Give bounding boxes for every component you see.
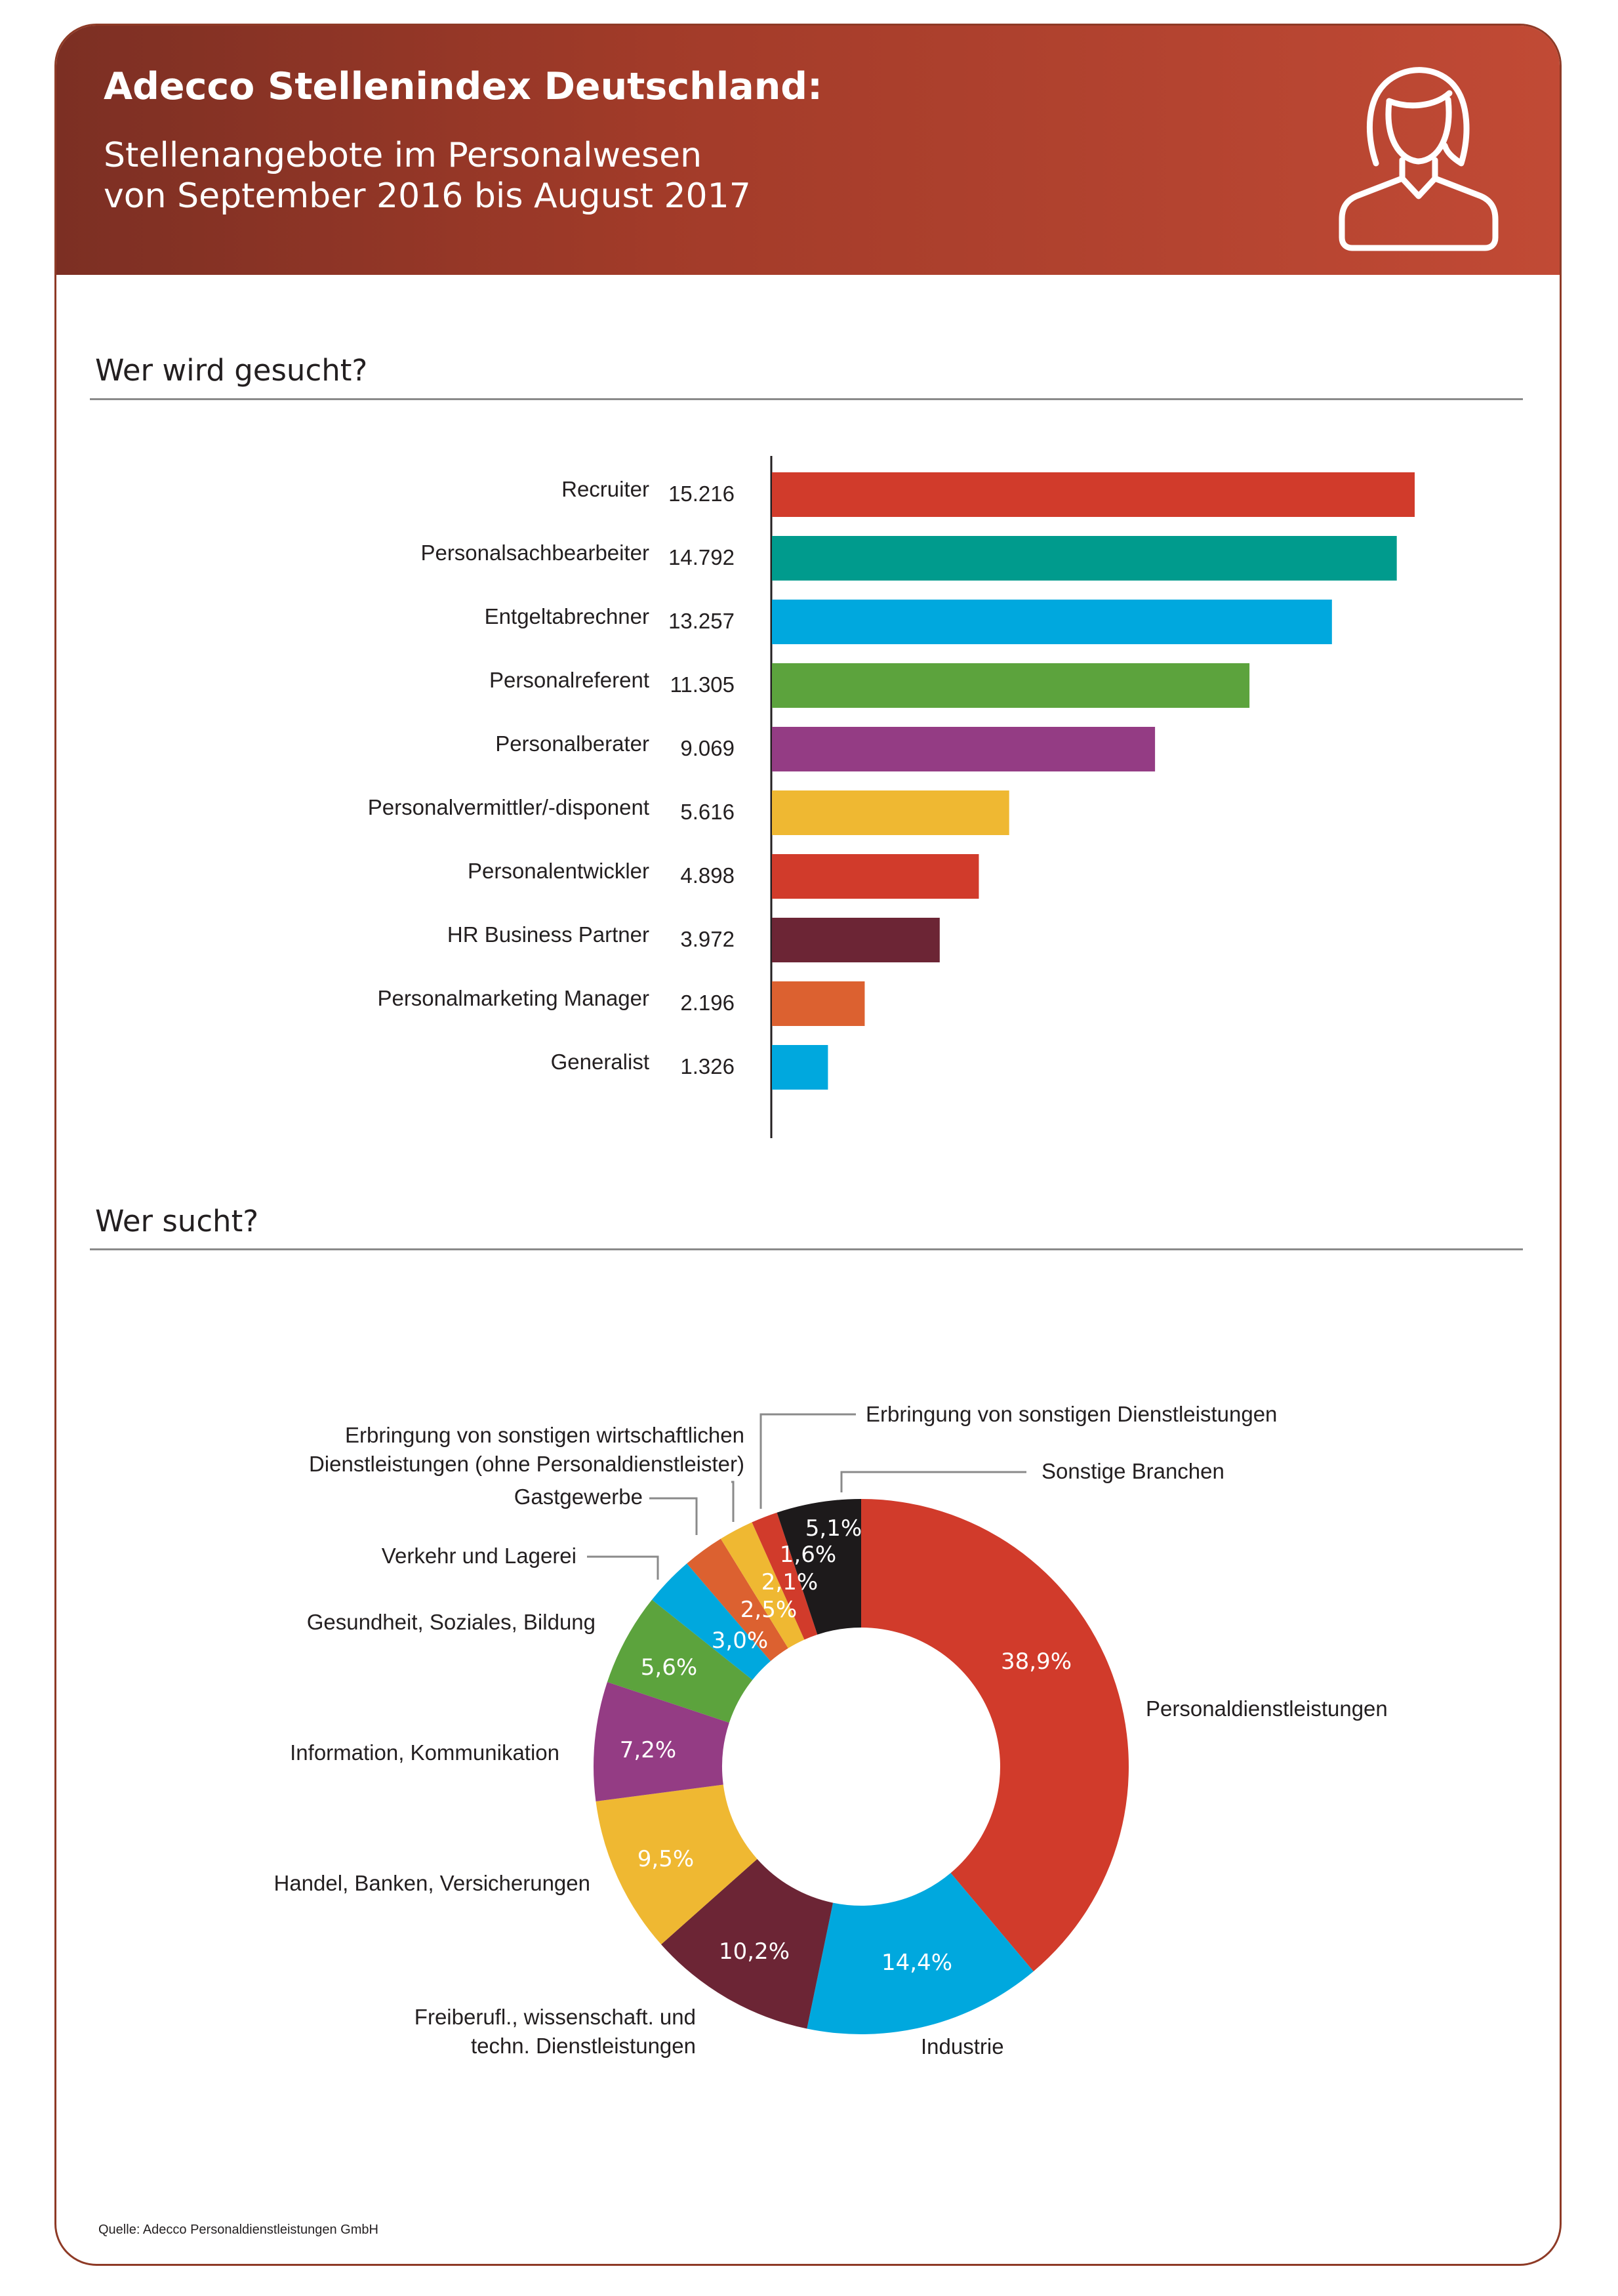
bar-1 bbox=[772, 536, 1397, 581]
bar-value-label: 1.326 bbox=[680, 1054, 735, 1078]
bar-category-label: Personalmarketing Manager bbox=[377, 986, 649, 1010]
donut-leader-line bbox=[759, 1413, 856, 1509]
donut-category-label: Gastgewerbe bbox=[514, 1485, 643, 1509]
bar-category-label: HR Business Partner bbox=[447, 922, 649, 947]
donut-value-label: 5,6% bbox=[641, 1654, 697, 1681]
donut-category-label: Erbringung von sonstigen wirtschaftliche… bbox=[309, 1423, 744, 1476]
bar-category-label: Recruiter bbox=[561, 477, 649, 501]
donut-value-label: 5,1% bbox=[805, 1515, 862, 1542]
bar-5 bbox=[772, 790, 1009, 835]
donut-slice-10 bbox=[777, 1499, 861, 1635]
donut-category-label: Gesundheit, Soziales, Bildung bbox=[307, 1610, 596, 1634]
bar-value-label: 5.616 bbox=[680, 800, 735, 824]
donut-slice-4 bbox=[594, 1682, 729, 1801]
donut-value-label: 10,2% bbox=[719, 1938, 790, 1965]
donut-category-label: Industrie bbox=[921, 2034, 1004, 2059]
page-subtitle-line-1: Stellenangebote im Personalwesen bbox=[104, 136, 702, 175]
bar-2 bbox=[772, 600, 1332, 644]
donut-slice-1 bbox=[807, 1873, 1034, 2035]
bar-section-divider bbox=[90, 398, 1523, 400]
donut-category-label: Handel, Banken, Versicherungen bbox=[274, 1871, 591, 1895]
donut-value-label: 2,5% bbox=[740, 1597, 797, 1623]
bar-0 bbox=[772, 472, 1415, 517]
bar-value-label: 3.972 bbox=[680, 927, 735, 951]
donut-category-label: Sonstige Branchen bbox=[1042, 1459, 1224, 1483]
bar-3 bbox=[772, 663, 1250, 708]
donut-slice-2 bbox=[661, 1858, 834, 2029]
bar-category-label: Personalreferent bbox=[489, 668, 649, 692]
bar-category-label: Personalberater bbox=[495, 731, 649, 756]
source-note: Quelle: Adecco Personaldienstleistungen … bbox=[98, 2223, 378, 2237]
bar-category-label: Generalist bbox=[551, 1050, 649, 1074]
person-icon bbox=[1339, 67, 1499, 251]
header-banner: Adecco Stellenindex Deutschland: Stellen… bbox=[56, 26, 1560, 275]
bar-9 bbox=[772, 1045, 828, 1090]
bar-category-label: Personalentwickler bbox=[468, 859, 649, 883]
donut-slice-6 bbox=[652, 1563, 771, 1680]
donut-value-label: 2,1% bbox=[761, 1569, 818, 1595]
donut-value-label: 38,9% bbox=[1001, 1649, 1072, 1675]
donut-value-label: 1,6% bbox=[780, 1542, 836, 1568]
bar-7 bbox=[772, 918, 940, 962]
donut-category-label: Verkehr und Lagerei bbox=[382, 1544, 576, 1568]
page-subtitle-line-2: von September 2016 bis August 2017 bbox=[104, 176, 751, 216]
donut-leader-line bbox=[587, 1555, 659, 1580]
bar-6 bbox=[772, 854, 979, 899]
donut-leader-line bbox=[731, 1481, 735, 1522]
bar-4 bbox=[772, 727, 1156, 771]
donut-slice-5 bbox=[607, 1599, 753, 1723]
pie-section-divider bbox=[90, 1248, 1523, 1250]
bar-value-label: 15.216 bbox=[668, 482, 735, 506]
donut-category-label: Information, Kommunikation bbox=[290, 1740, 559, 1765]
bar-value-label: 9.069 bbox=[680, 736, 735, 760]
bar-chart-title: Wer wird gesucht? bbox=[95, 353, 368, 388]
bar-value-label: 13.257 bbox=[668, 609, 735, 633]
donut-slice-0 bbox=[861, 1499, 1129, 1972]
donut-value-label: 14,4% bbox=[881, 1950, 952, 1976]
donut-slice-7 bbox=[687, 1538, 788, 1662]
donut-value-label: 7,2% bbox=[620, 1737, 676, 1763]
bar-value-label: 2.196 bbox=[680, 991, 735, 1015]
donut-category-label: Freiberufl., wissenschaft. und techn. Die… bbox=[415, 2005, 696, 2058]
donut-value-label: 3,0% bbox=[712, 1628, 768, 1654]
donut-slice-3 bbox=[596, 1784, 758, 1945]
bar-value-label: 14.792 bbox=[668, 545, 735, 569]
infographic-card: Adecco Stellenindex Deutschland: Stellen… bbox=[54, 24, 1562, 2266]
donut-leader-line bbox=[649, 1497, 698, 1535]
donut-slice-8 bbox=[720, 1522, 805, 1649]
bar-value-label: 4.898 bbox=[680, 863, 735, 888]
donut-slice-9 bbox=[752, 1512, 818, 1640]
donut-chart: 38,9% 14,4% 10,2% 9,5% 7,2% 5,6% 3,0% 2,5%2,1%1… bbox=[274, 1402, 1388, 2059]
donut-leader-line bbox=[840, 1471, 1026, 1492]
donut-value-label: 9,5% bbox=[637, 1846, 694, 1872]
page-title: Adecco Stellenindex Deutschland: bbox=[104, 65, 822, 108]
bar-value-label: 11.305 bbox=[670, 672, 735, 697]
bar-8 bbox=[772, 981, 865, 1026]
bar-category-label: Personalvermittler/-disponent bbox=[368, 795, 649, 819]
bar-category-label: Entgeltabrechner bbox=[485, 604, 649, 628]
pie-chart-title: Wer sucht? bbox=[95, 1204, 259, 1239]
bar-category-label: Personalsachbearbeiter bbox=[420, 541, 649, 565]
bar-chart: Recruiter 15.216 Personalsachbearbeiter 14.… bbox=[368, 456, 1415, 1138]
donut-category-label: Personaldienstleistungen bbox=[1146, 1696, 1388, 1721]
donut-category-label: Erbringung von sonstigen Dienstleistunge… bbox=[866, 1402, 1277, 1426]
